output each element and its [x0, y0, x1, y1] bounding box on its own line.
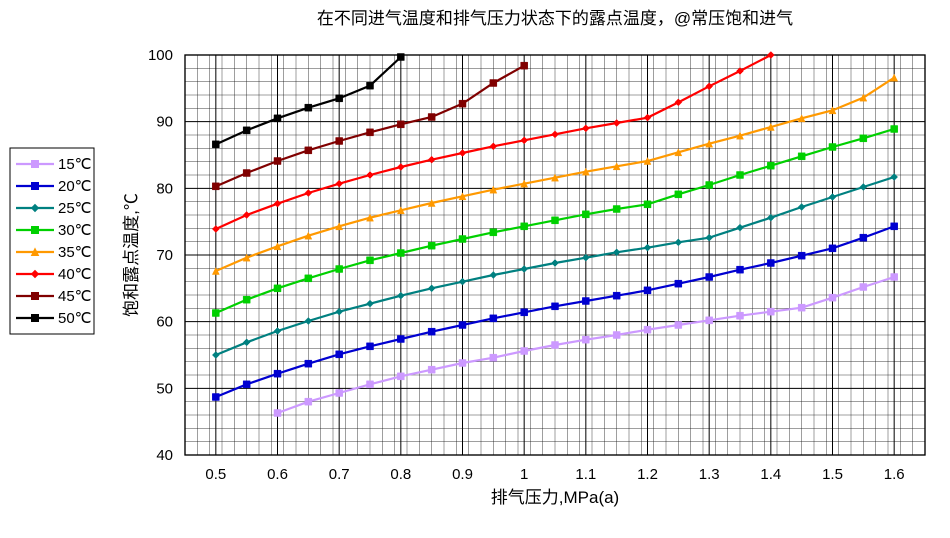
legend-label: 40℃	[58, 266, 92, 283]
x-tick-label: 1.3	[699, 466, 720, 483]
dewpoint-chart: 0.5 0.6 0.7 0.8 0.9 1 1.1 1.2 1.3 1.4 1.5 1.6 40 50 60…	[0, 0, 950, 538]
x-tick-label: 1.1	[575, 466, 596, 483]
x-tick-label: 1.4	[760, 466, 781, 483]
x-tick-label: 1.5	[822, 466, 843, 483]
legend-marker	[32, 293, 39, 300]
legend-label: 20℃	[58, 178, 92, 195]
y-tick-label: 90	[156, 114, 173, 131]
y-tick-label: 50	[156, 380, 173, 397]
legend-label: 50℃	[58, 310, 92, 327]
y-tick-label: 70	[156, 247, 173, 264]
x-axis-label: 排气压力,MPa(a)	[491, 488, 619, 507]
legend-label: 15℃	[58, 156, 92, 173]
legend-box	[10, 148, 94, 334]
y-tick-label: 60	[156, 314, 173, 331]
y-axis-label: 饱和露点温度,℃	[122, 193, 141, 317]
legend-label: 30℃	[58, 222, 92, 239]
legend-label: 35℃	[58, 244, 92, 261]
legend-marker	[32, 183, 39, 190]
chart-title: 在不同进气温度和排气压力状态下的露点温度，@常压饱和进气	[317, 9, 793, 28]
x-tick-label: 1	[520, 466, 528, 483]
legend-label: 25℃	[58, 200, 92, 217]
x-tick-label: 1.2	[637, 466, 658, 483]
x-tick-label: 0.5	[205, 466, 226, 483]
legend-marker	[32, 227, 39, 234]
legend-marker	[32, 315, 39, 322]
x-tick-label: 0.6	[267, 466, 288, 483]
x-tick-label: 0.8	[390, 466, 411, 483]
y-tick-label: 100	[148, 47, 173, 64]
legend-marker	[32, 161, 39, 168]
legend-label: 45℃	[58, 288, 92, 305]
x-tick-label: 0.9	[452, 466, 473, 483]
y-tick-label: 80	[156, 180, 173, 197]
x-tick-label: 1.6	[884, 466, 905, 483]
y-tick-label: 40	[156, 447, 173, 464]
x-tick-label: 0.7	[329, 466, 350, 483]
